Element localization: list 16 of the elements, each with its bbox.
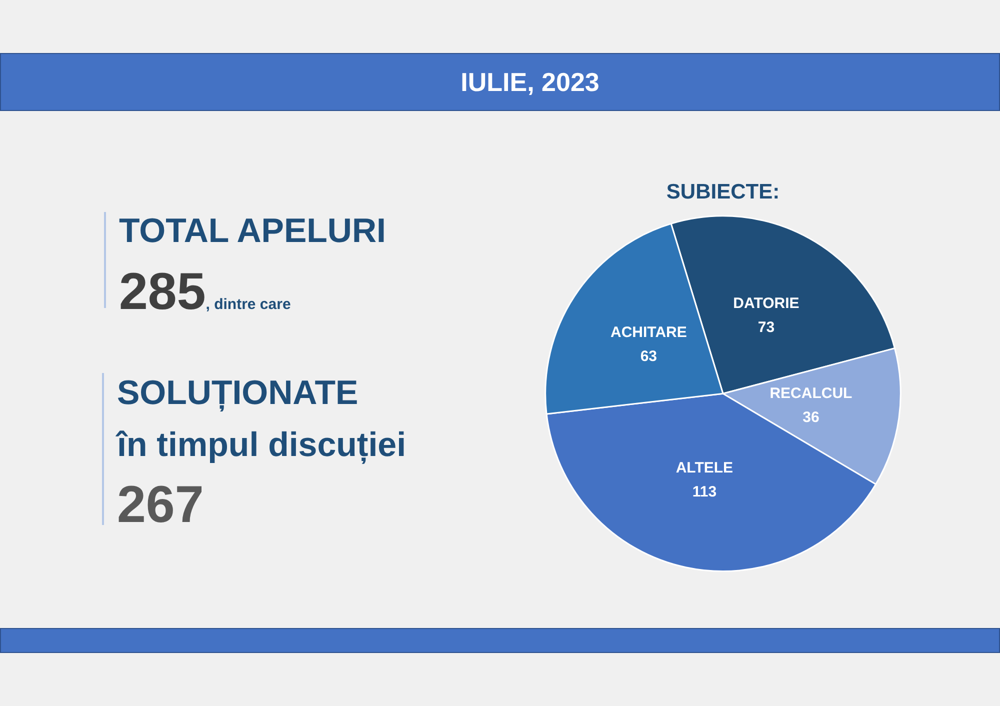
text: 267 (117, 476, 204, 534)
chart-subtitle: SUBIECTE: (666, 180, 780, 204)
text: , dintre care (206, 296, 291, 313)
text: 285 (119, 263, 206, 321)
slice-label: DATORIE (733, 295, 800, 312)
text: în timpul discuției (117, 426, 406, 464)
slice-label: ALTELE (676, 460, 734, 477)
data-label: 73 (758, 319, 775, 336)
data-label: 36 (802, 409, 820, 426)
data-label: 113 (692, 484, 717, 501)
slice-label: ACHITARE (610, 324, 687, 342)
data-label: 63 (640, 348, 658, 366)
slice-label: RECALCUL (770, 385, 852, 402)
text: SOLUȚIONATE (117, 374, 358, 412)
text: TOTAL APELURI (119, 212, 386, 250)
chart-title: IULIE, 2023 (460, 67, 600, 97)
